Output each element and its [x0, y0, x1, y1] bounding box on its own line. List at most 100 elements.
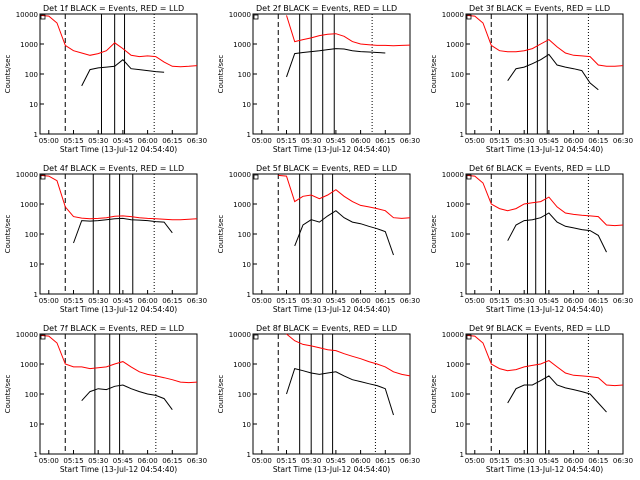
- panel-title: Det 9f BLACK = Events, RED = LLD: [469, 324, 610, 333]
- x-tick-label: 06:15: [162, 297, 182, 305]
- plot-frame: [465, 173, 624, 295]
- y-axis-label: Counts/sec: [430, 215, 438, 254]
- y-tick-label: 1000: [20, 201, 38, 209]
- panel-det-8: Det 8f BLACK = Events, RED = LLD 1 10 100 10…: [217, 324, 420, 474]
- x-tick-label: 06:15: [375, 137, 395, 145]
- plot-frame: [465, 13, 624, 135]
- y-tick-label: 10000: [442, 11, 464, 19]
- plot-frame: [39, 173, 198, 295]
- y-tick-label: 100: [25, 71, 38, 79]
- x-tick-label: 06:15: [588, 457, 608, 465]
- panel-det-1: Det 1f BLACK = Events, RED = LLD 1 10 100 10…: [4, 4, 207, 154]
- x-tick-label: 05:30: [514, 297, 534, 305]
- x-tick-label: 06:15: [588, 297, 608, 305]
- series-events-line: [73, 217, 173, 244]
- x-tick-label: 05:00: [39, 297, 59, 305]
- y-tick-label: 10000: [16, 11, 38, 19]
- panel-det-3: Det 3f BLACK = Events, RED = LLD 1 10 100 10…: [430, 4, 633, 154]
- y-tick-label: 100: [25, 231, 38, 239]
- x-axis-label: Start Time (13-Jul-12 04:54:40): [486, 465, 603, 474]
- x-tick-label: 06:15: [588, 137, 608, 145]
- x-axis-label: Start Time (13-Jul-12 04:54:40): [486, 145, 603, 154]
- x-tick-label: 05:15: [63, 137, 83, 145]
- plot-frame: [465, 333, 624, 455]
- x-tick-label: 06:00: [138, 137, 158, 145]
- x-tick-label: 05:15: [63, 297, 83, 305]
- y-axis-label: Counts/sec: [217, 215, 225, 254]
- series-lld-line: [40, 334, 198, 384]
- panel-det-6: Det 6f BLACK = Events, RED = LLD 1 10 100 10…: [430, 164, 633, 314]
- y-tick-label: 1000: [446, 201, 464, 209]
- x-tick-label: 06:30: [613, 297, 633, 305]
- y-tick-label: 1: [247, 131, 251, 139]
- x-tick-label: 05:45: [539, 137, 559, 145]
- corner-marker: [253, 14, 259, 20]
- y-tick-label: 1: [247, 451, 251, 459]
- y-axis-label: Counts/sec: [4, 375, 12, 414]
- x-tick-label: 05:30: [514, 137, 534, 145]
- x-tick-label: 05:15: [489, 297, 509, 305]
- y-tick-label: 100: [451, 71, 464, 79]
- x-tick-label: 05:00: [39, 137, 59, 145]
- x-tick-label: 05:00: [39, 457, 59, 465]
- x-tick-label: 05:30: [88, 457, 108, 465]
- panel-det-9: Det 9f BLACK = Events, RED = LLD 1 10 100 10…: [430, 324, 633, 474]
- y-tick-label: 100: [25, 391, 38, 399]
- x-tick-label: 05:15: [489, 457, 509, 465]
- plot-frame: [39, 333, 198, 455]
- x-tick-label: 06:00: [138, 297, 158, 305]
- y-axis-label: Counts/sec: [430, 55, 438, 94]
- x-tick-label: 06:00: [564, 137, 584, 145]
- x-tick-label: 05:00: [252, 297, 272, 305]
- y-tick-label: 10: [29, 101, 38, 109]
- x-tick-label: 05:30: [301, 297, 321, 305]
- y-tick-label: 1: [460, 291, 464, 299]
- y-tick-label: 10000: [229, 331, 251, 339]
- panel-title: Det 6f BLACK = Events, RED = LLD: [469, 164, 610, 173]
- series-events-line: [507, 212, 607, 253]
- x-tick-label: 05:45: [113, 137, 133, 145]
- corner-marker: [253, 334, 259, 340]
- y-tick-label: 1000: [233, 41, 251, 49]
- x-tick-label: 05:15: [276, 457, 296, 465]
- y-tick-label: 100: [451, 231, 464, 239]
- y-tick-label: 100: [238, 231, 251, 239]
- panel-title: Det 7f BLACK = Events, RED = LLD: [43, 324, 184, 333]
- panel-title: Det 1f BLACK = Events, RED = LLD: [43, 4, 184, 13]
- y-tick-label: 1: [247, 291, 251, 299]
- x-tick-label: 05:45: [326, 297, 346, 305]
- panel-title: Det 3f BLACK = Events, RED = LLD: [469, 4, 610, 13]
- panel-det-4: Det 4f BLACK = Events, RED = LLD 1 10 100 10…: [4, 164, 207, 314]
- x-axis-label: Start Time (13-Jul-12 04:54:40): [273, 305, 390, 314]
- series-events-line: [81, 59, 165, 87]
- plot-frame: [39, 13, 198, 135]
- x-axis-label: Start Time (13-Jul-12 04:54:40): [60, 145, 177, 154]
- x-tick-label: 05:30: [88, 137, 108, 145]
- series-events-line: [507, 375, 607, 413]
- x-tick-label: 05:00: [465, 457, 485, 465]
- series-lld-line: [466, 174, 624, 227]
- corner-marker: [40, 174, 46, 180]
- x-tick-label: 06:00: [564, 457, 584, 465]
- panel-title: Det 2f BLACK = Events, RED = LLD: [256, 4, 397, 13]
- y-tick-label: 10000: [442, 171, 464, 179]
- x-tick-label: 06:30: [613, 137, 633, 145]
- y-tick-label: 10: [455, 101, 464, 109]
- x-tick-label: 06:30: [187, 297, 207, 305]
- x-tick-label: 05:00: [252, 137, 272, 145]
- y-axis-label: Counts/sec: [217, 55, 225, 94]
- y-tick-label: 10000: [229, 11, 251, 19]
- y-tick-label: 1000: [20, 361, 38, 369]
- series-events-line: [507, 53, 599, 91]
- corner-marker: [466, 334, 472, 340]
- y-tick-label: 1: [460, 131, 464, 139]
- x-tick-label: 05:00: [465, 297, 485, 305]
- series-lld-line: [40, 174, 198, 221]
- series-lld-line: [40, 14, 198, 68]
- x-tick-label: 06:15: [162, 457, 182, 465]
- y-tick-label: 1: [460, 451, 464, 459]
- x-tick-label: 05:15: [489, 137, 509, 145]
- plot-frame: [252, 13, 411, 135]
- y-tick-label: 1: [34, 291, 38, 299]
